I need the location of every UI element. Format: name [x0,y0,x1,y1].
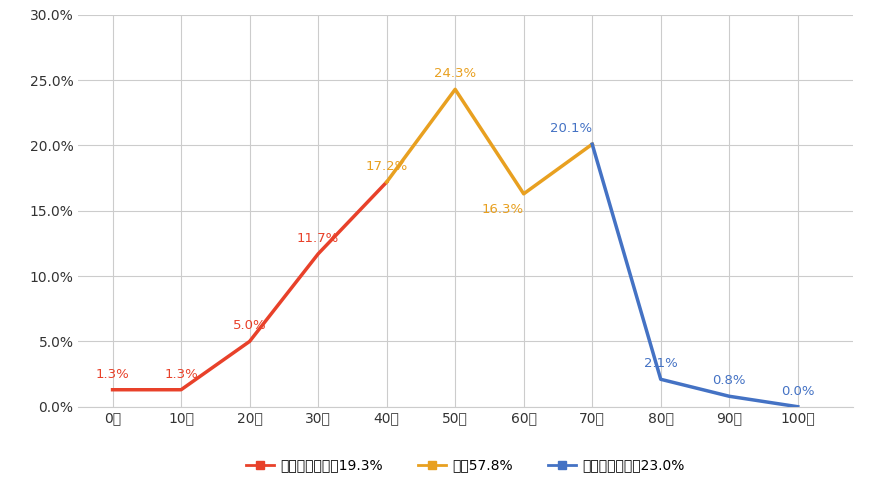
Text: 20.1%: 20.1% [549,122,592,135]
Text: 0.8%: 0.8% [712,374,745,387]
Text: 1.3%: 1.3% [96,368,129,380]
Text: 17.2%: 17.2% [365,160,408,173]
Legend: 低（悲観的）：19.3%, 中：57.8%, 高（楽観的）：23.0%: 低（悲観的）：19.3%, 中：57.8%, 高（楽観的）：23.0% [240,453,690,478]
Text: 16.3%: 16.3% [481,203,523,216]
Text: 1.3%: 1.3% [164,368,198,380]
Text: 0.0%: 0.0% [780,384,813,398]
Text: 2.1%: 2.1% [643,357,677,370]
Text: 24.3%: 24.3% [434,67,475,80]
Text: 11.7%: 11.7% [296,232,339,245]
Text: 5.0%: 5.0% [233,319,266,332]
